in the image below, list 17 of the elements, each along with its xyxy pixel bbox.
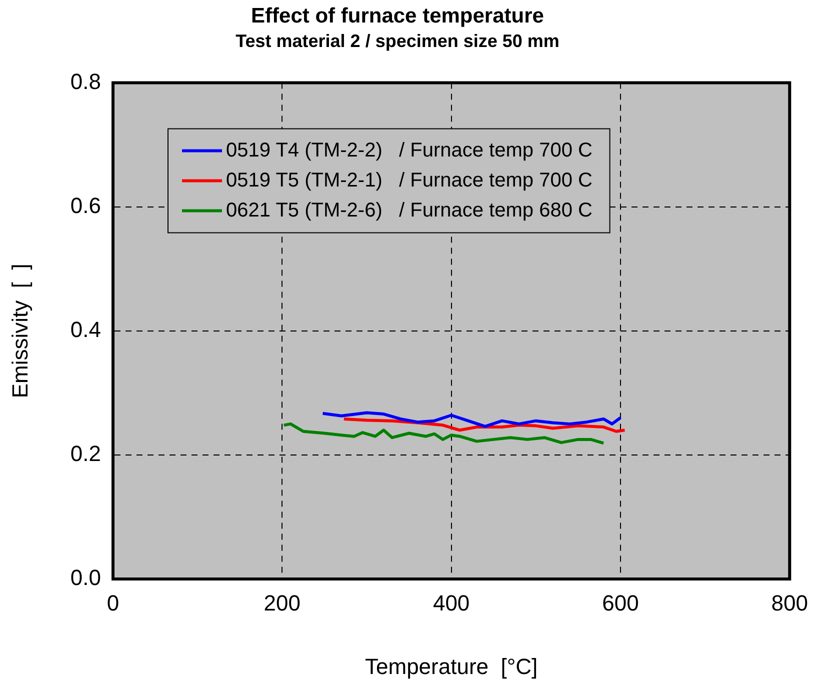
y-tick-label: 0.4 [70,316,101,342]
x-tick-label: 800 [771,590,808,616]
y-tick-label: 0.2 [70,441,101,466]
chart-title: Effect of furnace temperature [251,4,544,28]
legend-label: 0519 T4 (TM-2-2) / Furnace temp 700 C [226,139,592,162]
y-tick-label: 0.0 [70,565,101,590]
legend-label: 0519 T5 (TM-2-1) / Furnace temp 700 C [226,169,592,192]
x-tick-label: 600 [602,590,639,616]
x-tick-label: 400 [432,590,470,616]
y-axis-title: Emissivity [ ] [7,264,32,398]
y-tick-label: 0.8 [70,68,101,94]
legend-label: 0621 T5 (TM-2-6) / Furnace temp 680 C [226,199,592,222]
y-tick-label: 0.6 [70,192,101,218]
x-tick-label: 200 [264,590,301,616]
x-axis-title: Temperature [°C] [365,654,538,679]
chart-subtitle: Test material 2 / specimen size 50 mm [236,30,560,51]
x-tick-label: 0 [106,590,120,616]
